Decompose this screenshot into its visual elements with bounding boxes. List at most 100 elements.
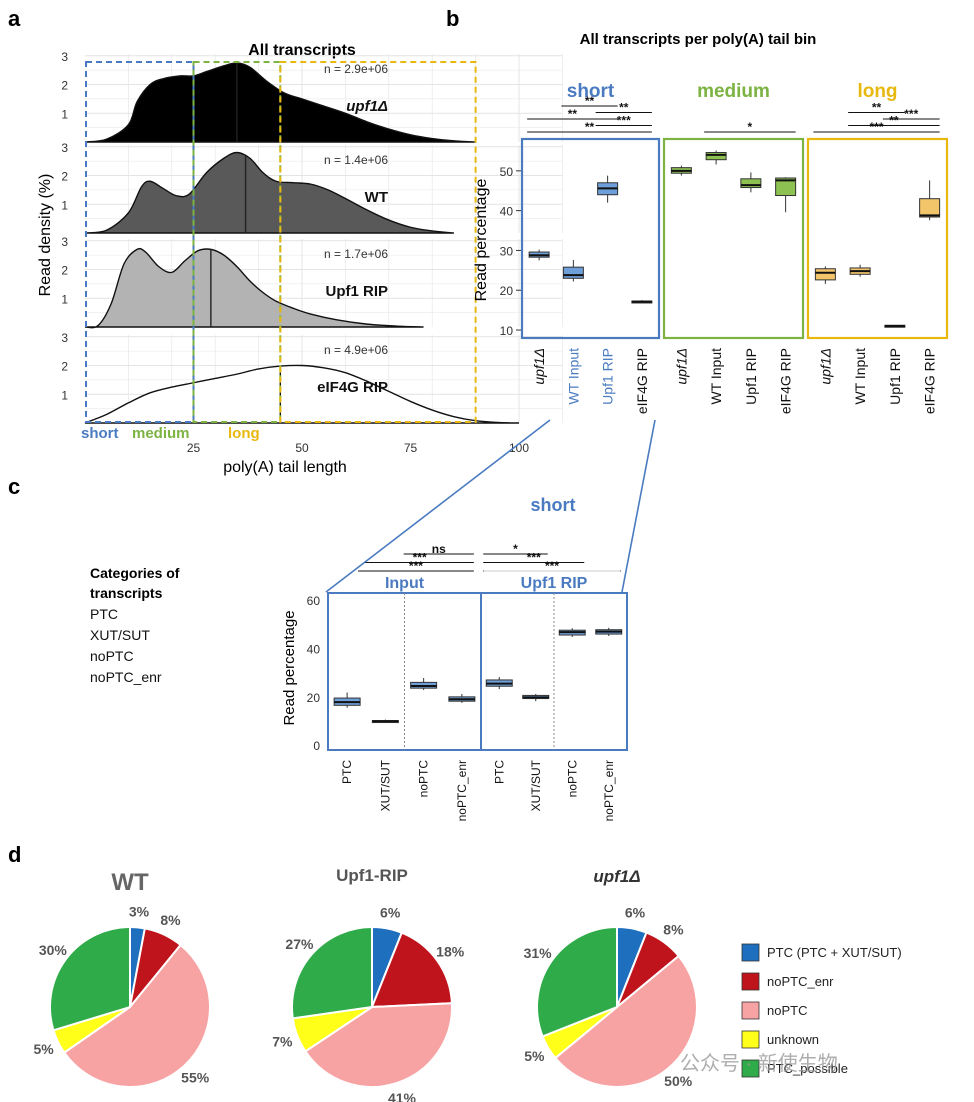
bin-label-short: short — [81, 425, 119, 442]
y-tick-label: 2 — [61, 360, 68, 374]
sample-name: WT — [365, 189, 388, 206]
box-body — [562, 266, 584, 279]
x-tick-label: upf1Δ — [817, 348, 833, 385]
significance-label: ** — [619, 101, 629, 115]
pie-percent-label: 8% — [160, 912, 181, 928]
x-tick-label: 100 — [509, 441, 529, 455]
legend-label: noPTC_enr — [767, 974, 834, 989]
panel-letter-b: b — [446, 6, 459, 31]
panel-d-legend: PTC (PTC + XUT/SUT) noPTC_enr noPTC unknown… — [741, 943, 902, 1078]
legend-swatch — [741, 1030, 760, 1049]
panel-c-ylabel: Read percentage — [281, 610, 298, 725]
pie-slice — [49, 925, 131, 1032]
y-tick-label: 20 — [307, 691, 321, 705]
sample-count: n = 1.4e+06 — [324, 153, 388, 167]
panel-a-title: All transcripts — [248, 42, 356, 59]
pie-percent-label: 50% — [664, 1073, 693, 1089]
categories-legend-title-line1: Categories of — [90, 565, 180, 581]
significance-label: ** — [872, 101, 882, 115]
x-tick-label: XUT/SUT — [529, 759, 543, 811]
box-body — [775, 177, 797, 197]
box-body — [919, 198, 941, 218]
legend-label: PTC_possible — [767, 1061, 848, 1076]
sample-name: upf1Δ — [346, 98, 388, 115]
y-tick-label: 0 — [313, 739, 320, 753]
x-tick-label: WT Input — [565, 348, 581, 405]
y-tick-label: 30 — [500, 244, 514, 258]
panel-a-xlabel: poly(A) tail length — [223, 459, 347, 476]
x-tick-label: upf1Δ — [531, 348, 547, 385]
y-tick-label: 40 — [307, 643, 321, 657]
density-area — [84, 151, 454, 234]
panel-c-frame — [327, 592, 628, 751]
bin-box-long — [279, 61, 477, 423]
y-tick-label: 40 — [500, 205, 514, 219]
legend-swatch — [741, 1059, 760, 1078]
legend-swatch — [741, 943, 760, 962]
pie-slice — [553, 954, 698, 1088]
pie-percent-label: 5% — [33, 1041, 54, 1057]
pie-percent-label: 6% — [380, 905, 401, 921]
panel-a-ylabel: Read density (%) — [37, 174, 54, 297]
x-tick-label: 50 — [295, 441, 309, 455]
x-tick-label: XUT/SUT — [378, 759, 392, 811]
y-tick-label: 2 — [61, 79, 68, 93]
bin-box-medium — [192, 61, 282, 423]
significance-label: *** — [617, 114, 631, 128]
y-tick-label: 1 — [61, 388, 68, 402]
subgroup-title: Upf1 RIP — [521, 575, 588, 592]
y-tick-label: 1 — [61, 292, 68, 306]
legend-swatch — [741, 1001, 760, 1020]
x-tick-label: noPTC_enr — [455, 760, 469, 821]
pie-slice — [62, 943, 211, 1088]
categories-legend-title-line2: transcripts — [90, 585, 163, 601]
y-tick-label: 3 — [61, 331, 68, 345]
sample-count: n = 2.9e+06 — [324, 62, 388, 76]
category-legend-item: noPTC_enr — [90, 669, 162, 685]
panel-letter-c: c — [8, 474, 20, 499]
pie-title: upf1Δ — [593, 867, 640, 886]
pie-percent-label: 31% — [524, 945, 553, 961]
pie-slice — [370, 931, 453, 1009]
sample-name: Upf1 RIP — [325, 283, 388, 300]
y-tick-label: 2 — [61, 170, 68, 184]
panel-letter-a: a — [8, 6, 21, 31]
y-tick-label: 3 — [61, 141, 68, 155]
pie-title: WT — [111, 869, 149, 896]
pie-title: Upf1-RIP — [336, 866, 408, 885]
significance-label: ** — [585, 94, 595, 108]
bin-box-short — [85, 61, 195, 423]
y-tick-label: 10 — [500, 324, 514, 338]
panel-d-pies: WT 3% 8% 55% 5% 30% Upf1-RIP 6% 18% 41% 7% 27% upf1Δ… — [33, 866, 698, 1102]
pie-slice — [536, 925, 618, 1038]
x-tick-label: Upf1 RIP — [887, 348, 903, 405]
categories-legend-list: PTC XUT/SUT noPTC noPTC_enr — [90, 606, 162, 685]
panel-letter-d: d — [8, 842, 21, 867]
pie-percent-label: 8% — [663, 921, 684, 937]
sample-name: eIF4G RIP — [317, 379, 388, 396]
significance-label: ** — [585, 120, 595, 134]
category-legend-item: XUT/SUT — [90, 627, 150, 643]
pie-slice — [304, 1002, 453, 1088]
x-tick-label: eIF4G RIP — [922, 348, 938, 414]
panel-d: WT 3% 8% 55% 5% 30% Upf1-RIP 6% 18% 41% 7% 27% upf1Δ… — [33, 866, 901, 1102]
x-tick-label: 75 — [404, 441, 418, 455]
pie-percent-label: 18% — [436, 943, 465, 959]
pie-percent-label: 3% — [129, 903, 150, 919]
y-tick-label: 20 — [500, 284, 514, 298]
significance-label: *** — [904, 107, 918, 121]
panel-b: All transcripts per poly(A) tail bin Rea… — [473, 31, 949, 414]
pie-slice — [291, 925, 373, 1020]
pie-percent-label: 55% — [181, 1069, 210, 1085]
category-legend-item: noPTC — [90, 648, 134, 664]
pie-percent-label: 7% — [272, 1033, 293, 1049]
x-tick-label: 25 — [187, 441, 201, 455]
x-tick-label: upf1Δ — [673, 348, 689, 385]
significance-label: * — [513, 542, 518, 556]
zoom-connector-lines — [325, 419, 656, 593]
y-tick-label: 1 — [61, 107, 68, 121]
panel-c-title: short — [531, 495, 576, 515]
legend-label: PTC (PTC + XUT/SUT) — [767, 945, 902, 960]
